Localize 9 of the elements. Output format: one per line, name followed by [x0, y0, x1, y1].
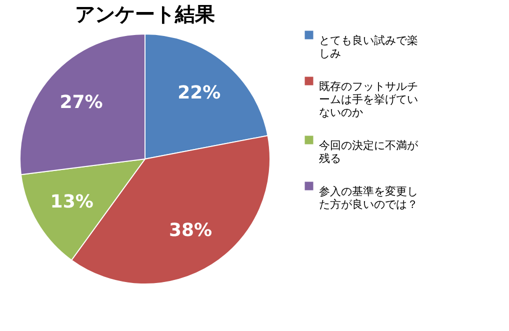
legend-label: 今回の決定に不満が残る	[319, 139, 419, 165]
data-label: 38%	[169, 220, 212, 241]
legend-label: 参入の基準を変更した方が良いのでは？	[319, 185, 418, 211]
data-label: 13%	[50, 191, 94, 212]
chart-title: アンケート結果	[75, 2, 216, 26]
legend-label: とても良い試みで楽しみ	[319, 34, 418, 60]
data-label: 27%	[60, 92, 103, 113]
legend-label: 既存のフットサルチームは手を挙げていないのか	[319, 80, 418, 119]
data-label: 22%	[178, 82, 221, 104]
